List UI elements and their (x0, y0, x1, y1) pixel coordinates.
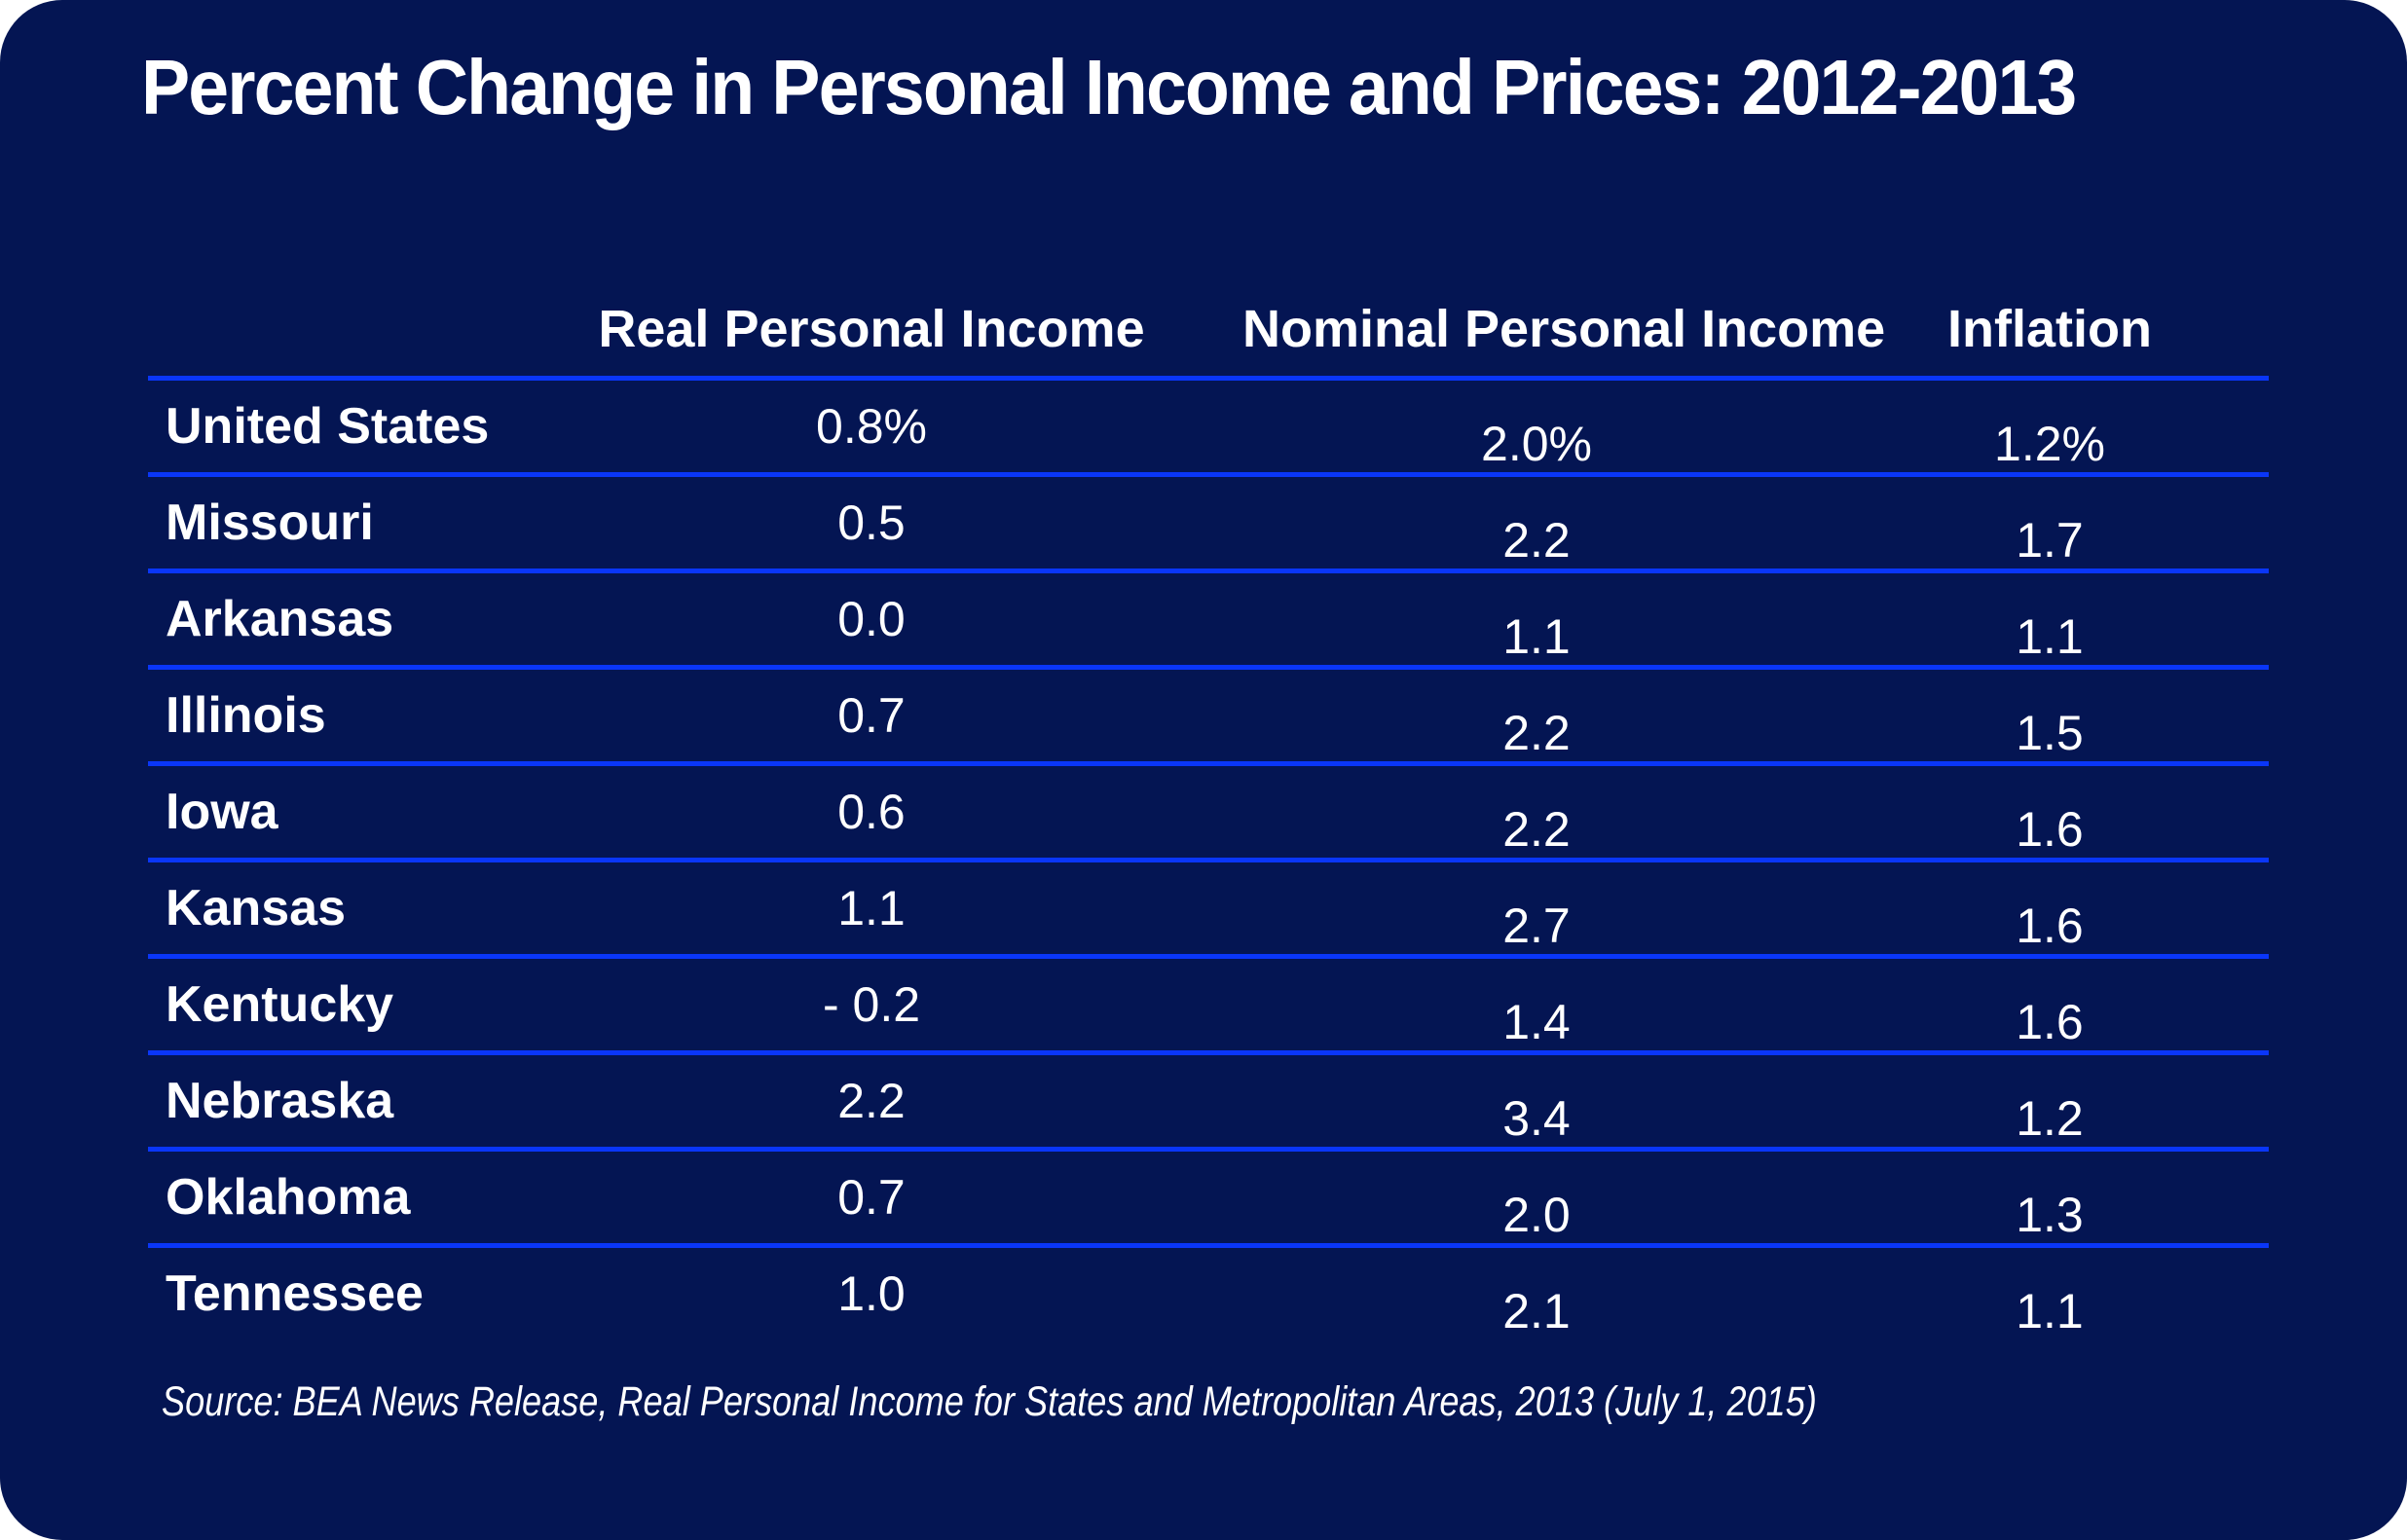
source-note: Source: BEA News Release, Real Personal … (162, 1378, 1817, 1425)
real-income-value: 1.1 (837, 881, 906, 935)
column-header-nominal-income: Nominal Personal Income (1242, 300, 1886, 358)
table-row: Arkansas 0.0 1.1 1.1 (148, 568, 2269, 665)
nominal-income-value: 2.2 (1502, 802, 1571, 857)
state-label: Arkansas (166, 591, 394, 647)
nominal-income-value: 2.0 (1502, 1188, 1571, 1242)
table-row: Oklahoma 0.7 2.0 1.3 (148, 1147, 2269, 1243)
inflation-value: 1.1 (2016, 609, 2084, 664)
state-label: Tennessee (166, 1265, 424, 1322)
state-label: Iowa (166, 784, 278, 840)
real-income-value: 0.8% (816, 399, 927, 454)
state-label: Nebraska (166, 1073, 394, 1129)
nominal-income-value: 2.2 (1502, 706, 1571, 760)
table-row: United States 0.8% 2.0% 1.2% (148, 376, 2269, 472)
nominal-income-value: 2.7 (1502, 898, 1571, 953)
nominal-income-value: 1.1 (1502, 609, 1571, 664)
table-row: Kansas 1.1 2.7 1.6 (148, 858, 2269, 954)
real-income-value: 0.7 (837, 1170, 906, 1225)
state-label: Missouri (166, 495, 374, 551)
table-row: Nebraska 2.2 3.4 1.2 (148, 1050, 2269, 1147)
real-income-value: 1.0 (837, 1266, 906, 1321)
column-header-inflation: Inflation (1947, 300, 2152, 358)
inflation-value: 1.1 (2016, 1284, 2084, 1338)
real-income-value: 2.2 (837, 1074, 906, 1128)
table-body: United States 0.8% 2.0% 1.2% Missouri 0.… (148, 376, 2269, 1339)
state-label: Kansas (166, 880, 346, 936)
nominal-income-value: 3.4 (1502, 1091, 1571, 1146)
table-row: Tennessee 1.0 2.1 1.1 (148, 1243, 2269, 1339)
page-title: Percent Change in Personal Income and Pr… (141, 44, 2077, 130)
inflation-value: 1.6 (2016, 898, 2084, 953)
table-header-row: Real Personal Income Nominal Personal In… (148, 282, 2269, 376)
inflation-value: 1.7 (2016, 513, 2084, 568)
nominal-income-value: 2.1 (1502, 1284, 1571, 1338)
state-label: Oklahoma (166, 1169, 411, 1226)
real-income-value: 0.6 (837, 785, 906, 839)
nominal-income-value: 2.2 (1502, 513, 1571, 568)
state-label: Illinois (166, 687, 326, 744)
inflation-value: 1.2 (2016, 1091, 2084, 1146)
real-income-value: 0.0 (837, 592, 906, 646)
real-income-value: 0.7 (837, 688, 906, 743)
nominal-income-value: 1.4 (1502, 995, 1571, 1049)
table-row: Kentucky - 0.2 1.4 1.6 (148, 954, 2269, 1050)
table-row: Illinois 0.7 2.2 1.5 (148, 665, 2269, 761)
table-row: Missouri 0.5 2.2 1.7 (148, 472, 2269, 568)
real-income-value: - 0.2 (822, 977, 921, 1032)
column-header-real-income: Real Personal Income (598, 300, 1145, 358)
inflation-value: 1.2% (1994, 417, 2105, 471)
inflation-value: 1.6 (2016, 802, 2084, 857)
table-row: Iowa 0.6 2.2 1.6 (148, 761, 2269, 858)
state-label: Kentucky (166, 976, 394, 1033)
nominal-income-value: 2.0% (1481, 417, 1592, 471)
real-income-value: 0.5 (837, 495, 906, 550)
inflation-value: 1.6 (2016, 995, 2084, 1049)
inflation-value: 1.5 (2016, 706, 2084, 760)
inflation-value: 1.3 (2016, 1188, 2084, 1242)
state-label: United States (166, 398, 490, 455)
income-table: Real Personal Income Nominal Personal In… (148, 282, 2269, 1339)
